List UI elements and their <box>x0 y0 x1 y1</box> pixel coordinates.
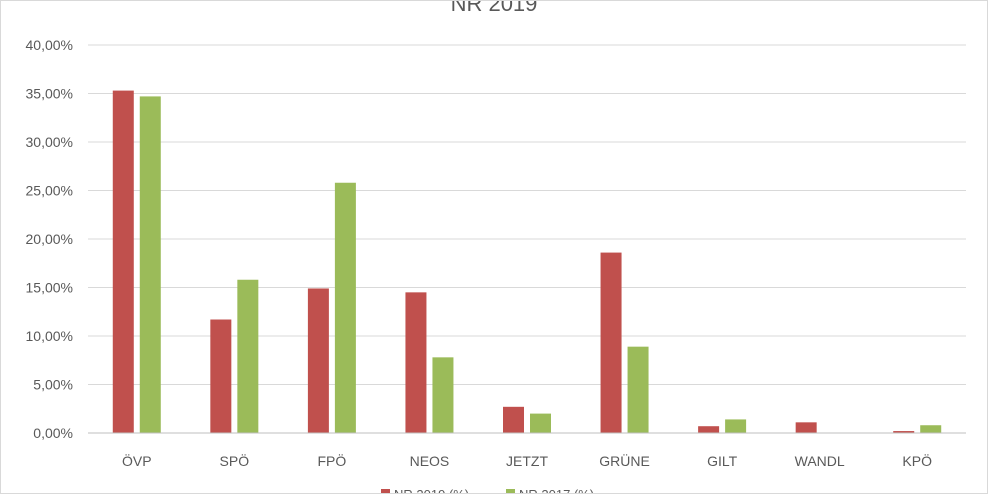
x-tick-label: GILT <box>707 453 738 469</box>
bar <box>795 422 817 433</box>
bar <box>237 279 259 433</box>
y-tick-label: 35,00% <box>26 86 73 102</box>
x-tick-label: NEOS <box>410 453 450 469</box>
bar <box>334 182 356 433</box>
bar <box>600 252 622 433</box>
bar <box>112 90 134 433</box>
bars <box>112 90 942 433</box>
y-tick-label: 25,00% <box>26 183 73 199</box>
y-tick-label: 0,00% <box>33 425 73 441</box>
legend: NR 2019 (%) NR 2017 (%) <box>381 487 594 493</box>
legend-label: NR 2017 (%) <box>519 487 594 493</box>
bar <box>139 96 161 433</box>
bar <box>725 419 747 433</box>
legend-label: NR 2019 (%) <box>394 487 469 493</box>
x-tick-label: JETZT <box>506 453 548 469</box>
bar <box>405 292 427 433</box>
y-tick-label: 5,00% <box>33 377 73 393</box>
x-tick-label: SPÖ <box>220 452 250 469</box>
x-tick-label: FPÖ <box>317 452 346 469</box>
bar <box>210 319 232 433</box>
x-tick-label: GRÜNE <box>599 452 650 469</box>
bar <box>307 288 329 433</box>
y-axis: 0,00% 5,00% 10,00% 15,00% 20,00% 25,00% 30,00%… <box>26 37 73 441</box>
bar <box>530 413 551 433</box>
bar <box>698 426 720 433</box>
bar <box>432 357 454 433</box>
bar <box>893 431 915 433</box>
chart-title: NR 2019 <box>450 0 538 16</box>
x-axis: ÖVP SPÖ FPÖ NEOS JETZT GRÜNE GILT WANDL KPÖ <box>88 432 966 469</box>
legend-swatch <box>381 489 390 493</box>
x-tick-label: WANDL <box>795 453 845 469</box>
y-tick-label: 40,00% <box>26 37 73 53</box>
x-tick-label: KPÖ <box>902 452 932 469</box>
x-tick-label: ÖVP <box>122 452 152 469</box>
legend-swatch <box>506 489 515 493</box>
bar <box>627 346 649 433</box>
y-tick-label: 10,00% <box>26 328 73 344</box>
bar <box>503 406 524 433</box>
y-tick-label: 15,00% <box>26 280 73 296</box>
y-tick-label: 20,00% <box>26 231 73 247</box>
gridlines <box>88 44 966 385</box>
bar <box>920 425 942 433</box>
y-tick-label: 30,00% <box>26 134 73 150</box>
